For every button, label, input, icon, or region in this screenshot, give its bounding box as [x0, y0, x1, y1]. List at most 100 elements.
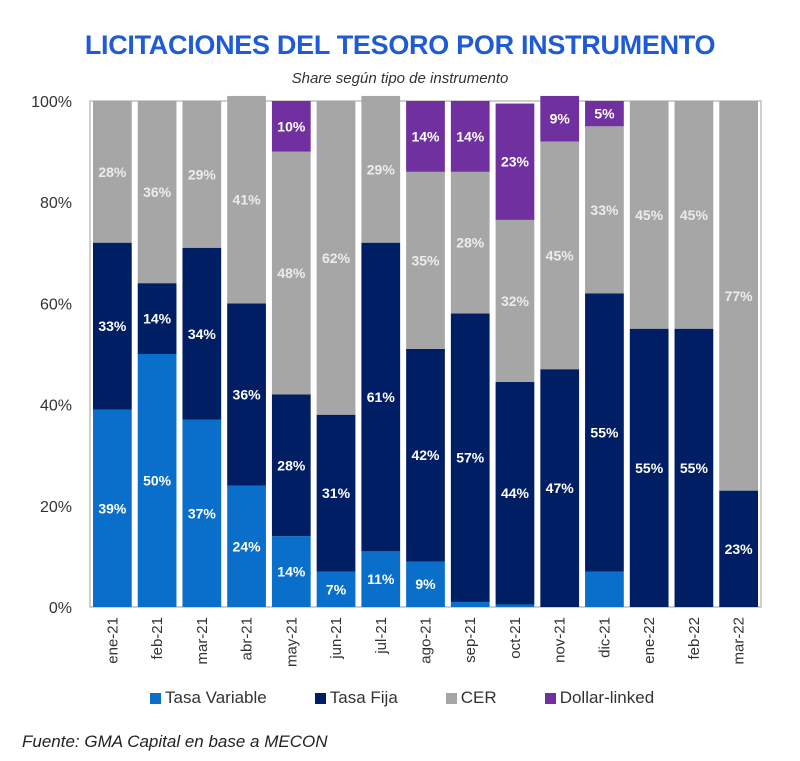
bar-segment-tasa-fija-ago-21	[406, 348, 445, 562]
bar-segment-cer-sep-21	[450, 171, 490, 314]
data-label-tasa-fija-feb-21: 14%	[143, 311, 172, 327]
data-label-cer-abr-21: 41%	[233, 192, 262, 208]
x-tick-label: nov-21	[552, 617, 569, 663]
data-label-cer-ene-22: 45%	[635, 207, 664, 223]
data-label-tasa-fija-jun-21: 31%	[322, 485, 351, 501]
data-label-tasa-fija-jul-21: 61%	[367, 389, 396, 405]
bar-segment-cer-may-21	[271, 151, 311, 395]
legend-item-tasa-fija: Tasa Fija	[314, 688, 398, 708]
data-label-dollar-linked-may-21: 10%	[277, 118, 306, 134]
y-tick-label: 100%	[31, 94, 72, 111]
data-label-dollar-linked-sep-21: 14%	[456, 128, 485, 144]
bar-segment-cer-jul-21	[361, 95, 401, 243]
bar-segment-tasa-fija-feb-21	[137, 283, 177, 354]
data-label-tasa-fija-oct-21: 44%	[501, 485, 530, 501]
data-label-tasa-fija-dic-21: 55%	[590, 424, 619, 440]
data-label-tasa-fija-sep-21: 57%	[456, 450, 485, 466]
legend-label-tasa-variable: Tasa Variable	[165, 688, 267, 707]
data-label-cer-may-21: 48%	[277, 265, 306, 281]
chart-title: LICITACIONES DEL TESORO POR INSTRUMENTO	[84, 30, 716, 60]
bar-segment-tasa-fija-dic-21	[585, 293, 624, 572]
data-label-tasa-fija-mar-21: 34%	[188, 326, 217, 342]
data-label-tasa-variable-jul-21: 11%	[367, 571, 395, 587]
bar-segment-tasa-variable-jun-21	[316, 571, 356, 607]
data-label-cer-ene-21: 28%	[98, 164, 127, 180]
bar-segment-dollar-linked-sep-21	[450, 101, 490, 172]
bar-segment-tasa-variable-sep-21	[450, 601, 490, 607]
x-tick-label: oct-21	[507, 617, 524, 659]
bar-segment-tasa-variable-dic-21	[585, 571, 624, 607]
bar-segment-dollar-linked-oct-21	[495, 103, 535, 220]
data-label-dollar-linked-nov-21: 9%	[550, 111, 571, 127]
bar-segment-dollar-linked-may-21	[271, 101, 311, 152]
bar-segment-cer-dic-21	[585, 126, 624, 294]
legend-swatch-tasa-fija	[314, 692, 326, 704]
data-label-cer-feb-22: 45%	[680, 207, 709, 223]
bar-segment-tasa-variable-abr-21	[227, 485, 266, 607]
bar-segment-tasa-variable-jul-21	[361, 551, 401, 607]
data-label-tasa-fija-feb-22: 55%	[680, 460, 709, 476]
bar-segment-dollar-linked-dic-21	[585, 101, 624, 127]
bar-segment-tasa-variable-oct-21	[495, 604, 535, 607]
x-tick-label: feb-22	[686, 617, 703, 660]
bar-segment-tasa-fija-oct-21	[495, 381, 535, 605]
legend-swatch-cer	[445, 692, 457, 704]
data-label-cer-jul-21: 29%	[367, 161, 396, 177]
bar-segment-tasa-fija-sep-21	[450, 313, 490, 602]
bar-segment-tasa-fija-abr-21	[227, 303, 266, 486]
data-label-cer-sep-21: 28%	[456, 235, 485, 251]
source-note: Fuente: GMA Capital en base a MECON	[22, 732, 328, 751]
legend-swatch-tasa-variable	[150, 692, 161, 704]
bar-segment-tasa-fija-ene-21	[93, 242, 132, 410]
bar-segment-tasa-fija-nov-21	[540, 369, 580, 607]
data-label-dollar-linked-oct-21: 23%	[501, 154, 530, 170]
data-label-tasa-variable-ago-21: 9%	[415, 576, 436, 592]
x-tick-label: may-21	[283, 617, 300, 667]
data-label-tasa-fija-mar-22: 23%	[725, 541, 754, 557]
data-label-cer-mar-21: 29%	[188, 166, 217, 182]
legend-item-cer: CER	[445, 688, 497, 708]
data-label-cer-jun-21: 62%	[322, 250, 351, 266]
bar-segment-tasa-fija-feb-22	[674, 328, 714, 607]
bar-segment-cer-mar-22	[719, 101, 758, 491]
legend-item-dollar-linked: Dollar-linked	[544, 688, 654, 708]
bar-segment-tasa-variable-ago-21	[406, 561, 445, 607]
bar-segment-cer-feb-22	[674, 101, 714, 329]
data-label-tasa-variable-mar-21: 37%	[188, 505, 217, 521]
bar-segment-cer-nov-21	[540, 141, 580, 370]
y-tick-label: 40%	[40, 398, 72, 415]
data-label-tasa-fija-ago-21: 42%	[411, 447, 440, 463]
x-tick-label: mar-22	[731, 617, 748, 665]
x-tick-label: ene-22	[641, 617, 658, 664]
x-tick-label: abr-21	[239, 617, 256, 660]
data-label-cer-nov-21: 45%	[546, 247, 575, 263]
bar-segment-cer-feb-21	[137, 101, 177, 284]
legend-item-tasa-variable: Tasa Variable	[150, 688, 267, 708]
x-tick-label: ago-21	[418, 617, 435, 664]
data-label-dollar-linked-ago-21: 14%	[411, 128, 440, 144]
bar-segment-tasa-variable-feb-21	[137, 354, 177, 607]
x-tick-label: mar-21	[194, 617, 211, 665]
bar-segment-tasa-fija-may-21	[271, 394, 311, 537]
bar-segment-cer-oct-21	[495, 219, 535, 382]
x-tick-label: jun-21	[328, 617, 345, 660]
bar-segment-tasa-variable-ene-21	[93, 409, 132, 607]
data-label-tasa-variable-jun-21: 7%	[326, 581, 347, 597]
bar-segment-cer-mar-21	[182, 101, 222, 248]
bar-segment-dollar-linked-nov-21	[540, 95, 580, 142]
bar-segment-tasa-variable-may-21	[271, 536, 311, 607]
bar-segment-cer-abr-21	[227, 95, 266, 304]
data-label-tasa-fija-nov-21: 47%	[546, 480, 575, 496]
legend-label-cer: CER	[460, 688, 497, 707]
data-label-tasa-variable-may-21: 14%	[277, 564, 306, 580]
legend-label-tasa-fija: Tasa Fija	[329, 688, 398, 707]
data-label-tasa-variable-ene-21: 39%	[98, 500, 127, 516]
y-tick-label: 20%	[40, 499, 72, 516]
bar-segment-cer-ago-21	[406, 171, 445, 349]
bar-segment-tasa-fija-jul-21	[361, 242, 401, 552]
data-label-cer-oct-21: 32%	[501, 293, 530, 309]
y-tick-label: 80%	[40, 195, 72, 212]
data-label-tasa-fija-ene-22: 55%	[635, 460, 664, 476]
data-label-tasa-fija-ene-21: 33%	[98, 318, 127, 334]
bar-segment-tasa-fija-jun-21	[316, 414, 356, 572]
